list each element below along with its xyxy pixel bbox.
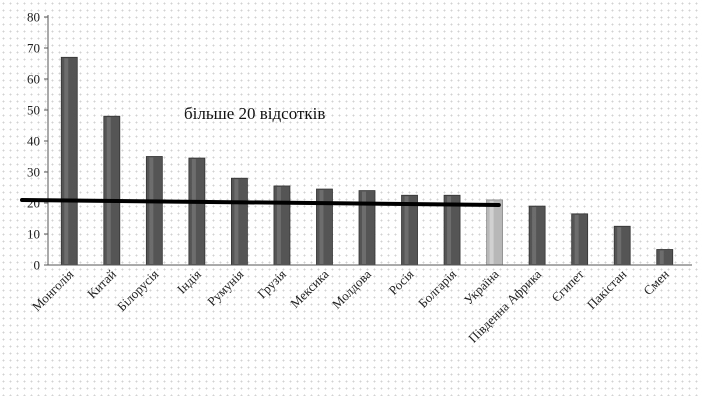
bar-11 <box>486 199 504 266</box>
bar-15 <box>656 249 674 266</box>
bar-body <box>230 177 248 266</box>
x-tick-label: Україна <box>461 266 502 307</box>
y-tick-label: 10 <box>27 227 40 242</box>
threshold-line <box>20 198 501 207</box>
x-tick-label: Болгарія <box>415 267 459 311</box>
bar-body <box>486 199 504 266</box>
x-tick-label: Китай <box>84 266 119 301</box>
bar-shine <box>276 186 281 264</box>
bar-shine <box>234 179 239 264</box>
bar-4 <box>188 157 206 266</box>
bar-12 <box>528 205 546 266</box>
bar-14 <box>613 225 631 266</box>
bar-body <box>103 115 121 266</box>
bar-body <box>188 157 206 266</box>
bar-3 <box>145 156 163 266</box>
x-tick-label: Смен <box>640 266 672 298</box>
x-tick-label: Білорусія <box>114 267 162 315</box>
bar-shine <box>404 196 409 264</box>
bar-shine <box>574 214 579 264</box>
bar-body <box>571 213 589 266</box>
bar-body <box>656 249 674 266</box>
x-tick-label: Румунія <box>204 267 246 309</box>
x-tick-label: Монголія <box>29 267 76 314</box>
bar-shine <box>64 58 69 264</box>
bar-shine <box>362 191 366 264</box>
x-tick-label: Мексика <box>287 266 332 311</box>
y-tick-label: 70 <box>27 41 40 56</box>
bar-body <box>316 188 333 266</box>
bar-body <box>273 185 291 266</box>
bar-13 <box>571 213 589 266</box>
bar-shine <box>617 227 622 264</box>
y-tick-label: 60 <box>27 72 40 87</box>
y-tick-label: 80 <box>27 10 40 25</box>
x-tick-label: Південна Африка <box>465 266 544 345</box>
x-tick-label: Пакістан <box>584 266 630 312</box>
bar-6 <box>273 185 291 266</box>
bar-body <box>528 205 546 266</box>
threshold-annotation: більше 20 відсотків <box>184 104 325 123</box>
bar-body <box>60 56 78 266</box>
bar-shine <box>489 200 494 264</box>
x-tick-label: Молдова <box>329 266 374 311</box>
bar-shine <box>659 250 664 264</box>
bar-shine <box>191 159 196 264</box>
x-tick-label: Єгипет <box>548 266 587 305</box>
threshold-group <box>20 198 501 207</box>
bar-shine <box>532 207 537 264</box>
y-tick-label: 20 <box>27 196 40 211</box>
y-axis: 0 10 20 30 40 50 60 70 80 <box>27 10 49 273</box>
bar-shine <box>149 157 154 264</box>
bar-1 <box>60 56 78 266</box>
y-tick-label: 40 <box>27 134 40 149</box>
bar-2 <box>103 115 121 266</box>
bar-body <box>613 225 631 266</box>
bars <box>60 56 674 266</box>
bar-7 <box>316 188 333 266</box>
x-tick-label: Грузія <box>254 267 289 302</box>
bar-5 <box>230 177 248 266</box>
y-tick-label: 30 <box>27 165 40 180</box>
y-tick-label: 0 <box>34 258 41 273</box>
bar-body <box>145 156 163 266</box>
bar-shine <box>106 117 111 264</box>
x-tick-label: Індія <box>174 267 204 297</box>
bar-shine <box>447 196 452 264</box>
bar-shine <box>319 190 324 264</box>
x-tick-label: Росія <box>385 267 416 298</box>
y-tick-label: 50 <box>27 103 40 118</box>
